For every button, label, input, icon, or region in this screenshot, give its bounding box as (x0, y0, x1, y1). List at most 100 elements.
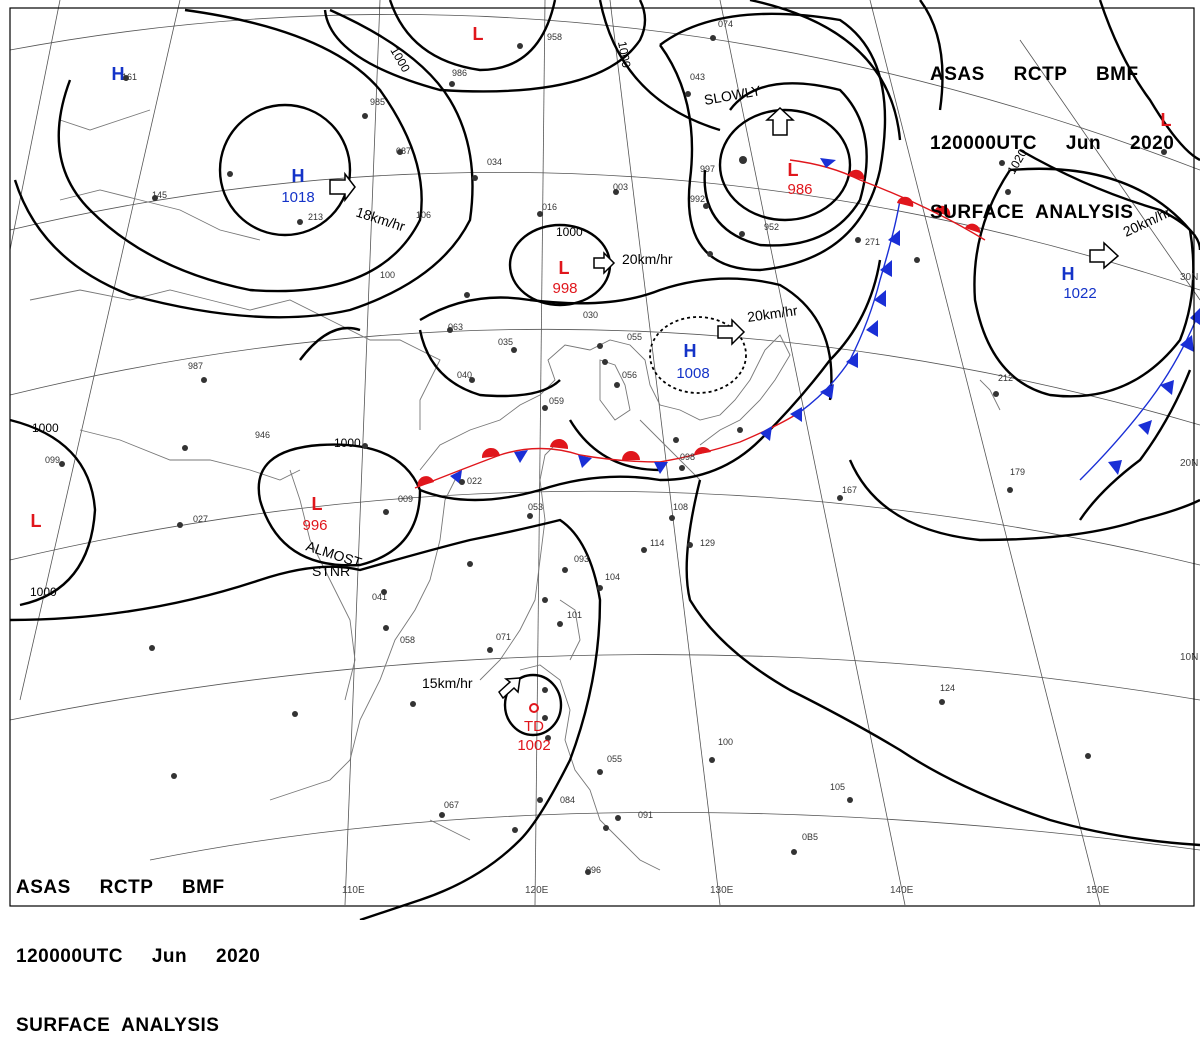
svg-text:105: 105 (830, 782, 845, 792)
svg-text:1000: 1000 (556, 225, 583, 239)
header-line-title: SURFACE ANALYSIS (16, 1015, 220, 1036)
high-1022-value: 1022 (1063, 285, 1096, 302)
svg-text:034: 034 (487, 157, 502, 167)
svg-text:027: 027 (193, 514, 208, 524)
svg-text:101: 101 (567, 610, 582, 620)
svg-text:084: 084 (560, 795, 575, 805)
high-northwest-letter: H (112, 64, 125, 84)
header-line-title: SURFACE ANALYSIS (930, 202, 1134, 223)
svg-text:212: 212 (998, 373, 1013, 383)
svg-text:213: 213 (308, 212, 323, 222)
svg-text:074: 074 (718, 19, 733, 29)
low-998-value: 998 (552, 280, 577, 297)
td-letter: TD (524, 718, 544, 735)
svg-text:067: 067 (444, 800, 459, 810)
low-996-value: 996 (302, 517, 327, 534)
svg-text:1000: 1000 (30, 585, 57, 599)
svg-text:10N: 10N (1180, 652, 1198, 663)
svg-text:071: 071 (496, 632, 511, 642)
svg-text:110E: 110E (342, 885, 365, 896)
svg-text:009: 009 (398, 494, 413, 504)
svg-text:055: 055 (627, 332, 642, 342)
motion-arrows (329, 106, 1120, 700)
svg-text:150E: 150E (1086, 885, 1110, 896)
svg-text:100: 100 (380, 270, 395, 280)
high-1008-value: 1008 (676, 365, 709, 382)
svg-text:30N: 30N (1180, 272, 1198, 283)
low-northeast-letter: L (1161, 110, 1172, 130)
svg-text:040: 040 (457, 370, 472, 380)
svg-text:043: 043 (690, 72, 705, 82)
svg-text:145: 145 (152, 190, 167, 200)
svg-text:058: 058 (400, 635, 415, 645)
svg-text:986: 986 (452, 68, 467, 78)
svg-text:952: 952 (764, 222, 779, 232)
chart-header-bottom: ASAS RCTP BMF 120000UTC Jun 2020 SURFACE… (16, 830, 260, 1060)
header-line-station: ASAS RCTP BMF (930, 64, 1139, 85)
svg-text:0B5: 0B5 (802, 832, 818, 842)
svg-text:124: 124 (940, 683, 955, 693)
svg-text:985: 985 (370, 97, 385, 107)
svg-text:997: 997 (700, 164, 715, 174)
svg-text:053: 053 (528, 502, 543, 512)
svg-text:167: 167 (842, 485, 857, 495)
tropical-depression-icon (529, 703, 539, 713)
svg-text:987: 987 (188, 361, 203, 371)
svg-text:20km/hr: 20km/hr (622, 251, 673, 267)
svg-text:100: 100 (718, 737, 733, 747)
svg-text:1000: 1000 (334, 436, 361, 450)
svg-text:030: 030 (583, 310, 598, 320)
svg-text:003: 003 (613, 182, 628, 192)
svg-text:946: 946 (255, 430, 270, 440)
svg-text:108: 108 (673, 502, 688, 512)
weather-chart: H 1018 H 1008 H 1022 H L 998 L 986 L 996… (9, 0, 1200, 920)
station-plots: 034 016 003 063 035 040 059 022 053 093 … (45, 19, 1025, 875)
station-markers (59, 35, 1167, 875)
svg-text:056: 056 (622, 370, 637, 380)
pressure-systems: H 1018 H 1008 H 1022 H L 998 L 986 L 996… (31, 24, 1172, 754)
svg-text:098: 098 (680, 452, 695, 462)
low-996-letter: L (312, 494, 323, 514)
graticule-labels: 110E 120E 130E 140E 150E 30N 20N 10N (342, 272, 1198, 896)
header-line-time: 120000UTC Jun 2020 (930, 133, 1175, 154)
svg-text:271: 271 (865, 237, 880, 247)
isobars (9, 0, 1200, 920)
high-1018-letter: H (292, 166, 305, 186)
svg-text:1000: 1000 (615, 40, 633, 69)
svg-text:161: 161 (122, 72, 137, 82)
svg-text:992: 992 (690, 194, 705, 204)
svg-text:106: 106 (416, 210, 431, 220)
svg-text:129: 129 (700, 538, 715, 548)
svg-text:096: 096 (586, 865, 601, 875)
low-986-letter: L (788, 160, 799, 180)
svg-text:055: 055 (607, 754, 622, 764)
chart-header-top: ASAS RCTP BMF 120000UTC Jun 2020 SURFACE… (930, 17, 1174, 247)
svg-text:179: 179 (1010, 467, 1025, 477)
high-1008-letter: H (684, 341, 697, 361)
svg-text:15km/hr: 15km/hr (422, 675, 473, 691)
low-998-letter: L (559, 258, 570, 278)
coastlines (29, 109, 1001, 871)
svg-text:041: 041 (372, 592, 387, 602)
high-1022-letter: H (1062, 264, 1075, 284)
svg-text:059: 059 (549, 396, 564, 406)
svg-text:1000: 1000 (32, 421, 59, 435)
svg-text:114: 114 (650, 538, 664, 548)
svg-text:099: 099 (45, 455, 60, 465)
svg-text:130E: 130E (710, 885, 734, 896)
svg-text:016: 016 (542, 202, 557, 212)
fronts (414, 158, 1200, 489)
svg-text:093: 093 (574, 554, 589, 564)
high-1008-isobar (649, 316, 747, 394)
low-986-value: 986 (787, 181, 812, 198)
map-border (9, 7, 1195, 907)
svg-text:087: 087 (396, 146, 411, 156)
low-north-letter: L (473, 24, 484, 44)
svg-text:022: 022 (467, 476, 482, 486)
header-line-time: 120000UTC Jun 2020 (16, 946, 261, 967)
svg-text:063: 063 (448, 322, 463, 332)
svg-text:958: 958 (547, 32, 562, 42)
td-value: 1002 (517, 737, 550, 754)
svg-text:091: 091 (638, 810, 653, 820)
svg-text:104: 104 (605, 572, 620, 582)
